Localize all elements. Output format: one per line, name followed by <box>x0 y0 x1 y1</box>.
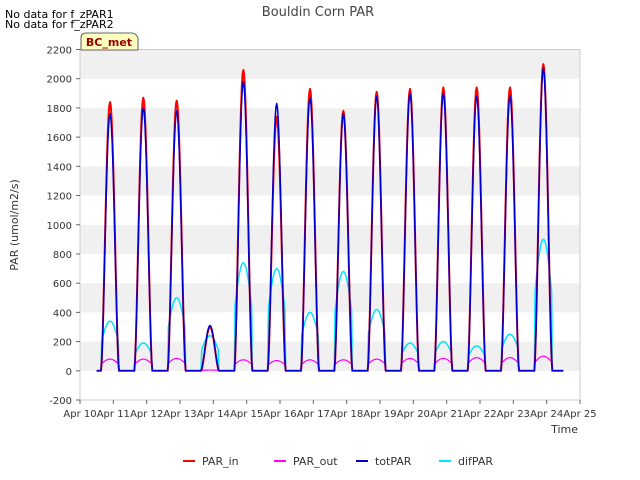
x-tick-label: Apr 20 <box>397 409 430 420</box>
legend-label: PAR_in <box>202 455 239 468</box>
x-tick-label: Apr 11 <box>97 409 130 420</box>
y-axis-ticks: -200 0 200 400 600 800 1000 1200 1400 1600 1800 200… <box>47 46 80 407</box>
grid-band <box>80 253 580 284</box>
x-tick-label: Apr 15 <box>230 409 263 420</box>
no-data-note-2: No data for f_zPAR2 <box>5 18 114 31</box>
legend-label: totPAR <box>375 455 412 468</box>
x-tick-label: Apr 22 <box>463 409 496 420</box>
x-tick-label: Apr 10 <box>63 409 96 420</box>
grid-bands <box>80 49 580 400</box>
series-lines <box>96 63 564 372</box>
grid-band <box>80 49 580 79</box>
legend-label: PAR_out <box>293 455 338 468</box>
legend-label: difPAR <box>458 455 493 468</box>
y-tick-label: 1400 <box>47 162 72 173</box>
x-axis-label: Time <box>550 423 578 436</box>
x-tick-label: Apr 21 <box>430 409 463 420</box>
grid-band <box>80 370 580 400</box>
grid-band <box>80 195 580 225</box>
no-data-note-1: No data for f_zPAR1 <box>5 8 114 21</box>
x-tick-label: Apr 17 <box>297 409 330 420</box>
grid-band <box>80 283 580 313</box>
y-tick-label: 400 <box>53 308 72 319</box>
legend: PAR_in PAR_out totPAR difPAR <box>183 455 493 468</box>
y-tick-label: 200 <box>53 338 72 349</box>
y-tick-label: 1000 <box>47 221 72 232</box>
grid-band <box>80 224 580 254</box>
grid-band <box>80 137 580 167</box>
y-tick-label: 1600 <box>47 133 72 144</box>
grid-band <box>80 312 580 342</box>
series-line-totpar <box>96 67 564 372</box>
x-axis-ticks: Apr 10 Apr 11 Apr 12 Apr 13 Apr 14 Apr 15 Apr … <box>63 400 597 420</box>
x-tick-label: Apr 13 <box>163 409 196 420</box>
x-tick-label: Apr 19 <box>363 409 396 420</box>
y-tick-label: 800 <box>53 250 72 261</box>
y-tick-label: 0 <box>66 367 72 378</box>
grid-band <box>80 78 580 108</box>
y-tick-label: 600 <box>53 279 72 290</box>
grid-band <box>80 107 580 138</box>
x-tick-label: Apr 25 <box>563 409 596 420</box>
site-badge: BC_met <box>80 32 139 51</box>
chart-title: Bouldin Corn PAR <box>262 5 374 20</box>
y-tick-label: 1800 <box>47 104 72 115</box>
x-tick-label: Apr 24 <box>530 409 563 420</box>
x-tick-label: Apr 23 <box>497 409 530 420</box>
y-tick-label: 2000 <box>47 75 72 86</box>
x-tick-label: Apr 12 <box>130 409 163 420</box>
x-tick-label: Apr 18 <box>330 409 363 420</box>
grid-band <box>80 166 580 196</box>
grid-band <box>80 341 580 371</box>
y-tick-label: -200 <box>49 396 72 407</box>
y-tick-label: 2200 <box>47 46 72 57</box>
x-tick-label: Apr 14 <box>197 409 230 420</box>
y-tick-label: 1200 <box>47 192 72 203</box>
y-axis-label: PAR (umol/m2/s) <box>8 179 21 271</box>
x-tick-label: Apr 16 <box>263 409 296 420</box>
site-badge-label: BC_met <box>86 36 132 49</box>
